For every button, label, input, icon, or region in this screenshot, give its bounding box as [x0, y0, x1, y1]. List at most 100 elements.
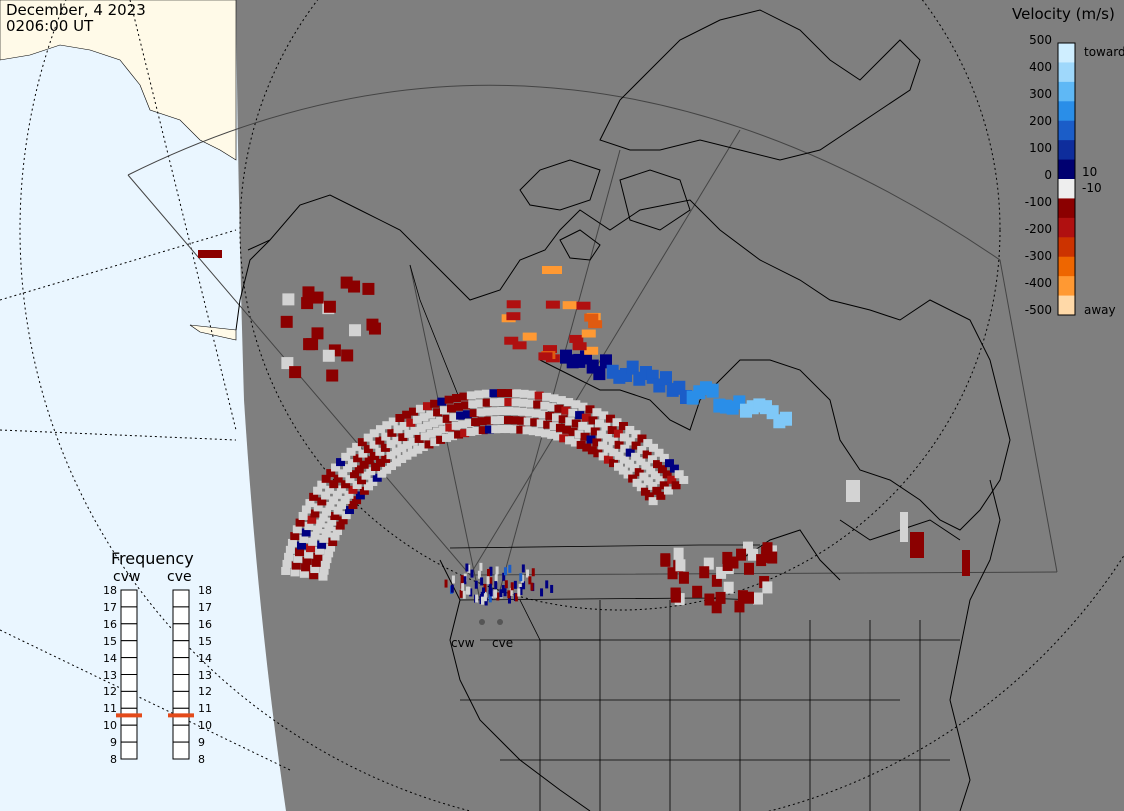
velocity-cell: [445, 423, 455, 432]
velocity-cell: [699, 566, 710, 579]
frequency-cell: [120, 657, 138, 675]
velocity-cell: [489, 577, 493, 586]
velocity-cell: [381, 432, 391, 441]
velocity-cell: [329, 496, 339, 505]
velocity-cell: [346, 447, 356, 456]
velocity-cell: [299, 569, 309, 578]
frequency-cell: [120, 741, 138, 760]
velocity-cell: [295, 548, 305, 557]
velocity-cell: [614, 462, 624, 471]
velocity-cell: [318, 513, 328, 522]
velocity-cell: [568, 408, 578, 417]
velocity-cell: [497, 398, 507, 407]
velocity-cell: [578, 421, 588, 430]
velocity-cell: [647, 455, 657, 464]
velocity-cell: [669, 464, 679, 473]
velocity-cell: [643, 439, 653, 448]
velocity-cell: [517, 407, 527, 416]
velocity-cell: [461, 582, 465, 591]
velocity-cell: [423, 421, 433, 430]
velocity-cell: [584, 424, 594, 433]
velocity-cell: [416, 424, 426, 433]
velocity-cell: [761, 550, 772, 563]
frequency-tick: 18: [198, 584, 212, 597]
velocity-cell: [282, 559, 292, 568]
velocity-tick: 0: [1044, 168, 1052, 182]
colorbar-segment: [1058, 159, 1075, 180]
velocity-cell: [554, 404, 564, 413]
velocity-cell: [322, 507, 332, 516]
velocity-cell: [483, 407, 493, 416]
velocity-cell: [767, 551, 778, 564]
velocity-cell: [506, 312, 521, 321]
velocity-cell: [484, 597, 488, 606]
frequency-cell: [172, 674, 190, 692]
velocity-cell: [344, 506, 354, 515]
velocity-cell: [363, 445, 373, 454]
frequency-tick: 11: [103, 702, 117, 716]
velocity-cell: [386, 451, 396, 460]
velocity-cell: [603, 455, 613, 464]
velocity-cell: [511, 398, 521, 407]
frequency-tick: 13: [198, 668, 212, 682]
velocity-cell: [451, 394, 461, 403]
velocity-cell: [198, 250, 222, 258]
velocity-cell: [522, 426, 532, 435]
velocity-cell: [475, 594, 479, 603]
velocity-cell: [481, 389, 491, 398]
velocity-cell: [366, 467, 376, 476]
colorbar-segment: [1058, 120, 1075, 141]
velocity-cell: [504, 389, 514, 398]
velocity-cell: [326, 543, 336, 552]
velocity-cell: [469, 588, 473, 597]
colorbar-segment: [1058, 256, 1075, 277]
velocity-cell: [503, 567, 507, 576]
velocity-cell: [420, 432, 430, 441]
velocity-cell: [516, 425, 526, 434]
velocity-cell: [313, 486, 323, 495]
velocity-cell: [495, 566, 499, 575]
velocity-cell: [375, 436, 385, 445]
velocity-cell: [581, 413, 591, 422]
velocity-cell: [483, 593, 487, 602]
velocity-cell: [598, 452, 608, 461]
velocity-cell: [504, 580, 508, 589]
velocity-cell: [571, 419, 581, 428]
velocity-cell: [442, 414, 452, 423]
velocity-cell: [364, 482, 374, 491]
velocity-cell: [442, 433, 452, 442]
velocity-cell: [660, 371, 672, 386]
velocity-cell: [504, 336, 519, 345]
velocity-cell: [422, 402, 432, 411]
frequency-bars: [116, 589, 194, 760]
frequency-cell: [120, 674, 138, 692]
velocity-cell: [619, 433, 629, 442]
velocity-cell: [559, 434, 569, 443]
velocity-cell: [412, 415, 422, 424]
velocity-cell: [587, 446, 597, 455]
frequency-tick: 13: [103, 668, 117, 682]
velocity-cell: [387, 428, 397, 437]
colorbar-segment: [1058, 237, 1075, 258]
velocity-cell: [301, 505, 311, 514]
velocity-cell: [468, 400, 478, 409]
time-label: 0206:00 UT: [6, 17, 94, 35]
velocity-cell: [663, 486, 673, 495]
velocity-cell: [466, 391, 476, 400]
velocity-cell: [648, 481, 658, 490]
velocity-cell: [341, 511, 351, 520]
velocity-cell: [780, 411, 792, 426]
velocity-cell: [631, 430, 641, 439]
frequency-tick: 17: [198, 600, 212, 614]
velocity-cell: [352, 442, 362, 451]
velocity-cell: [558, 415, 568, 424]
velocity-cell: [341, 480, 351, 489]
velocity-cell: [503, 588, 507, 597]
velocity-cell: [477, 570, 481, 579]
velocity-cell: [675, 559, 686, 572]
velocity-cell: [541, 429, 551, 438]
velocity-cell: [284, 552, 294, 561]
velocity-cell: [430, 399, 440, 408]
velocity-tick: 100: [1029, 141, 1052, 155]
